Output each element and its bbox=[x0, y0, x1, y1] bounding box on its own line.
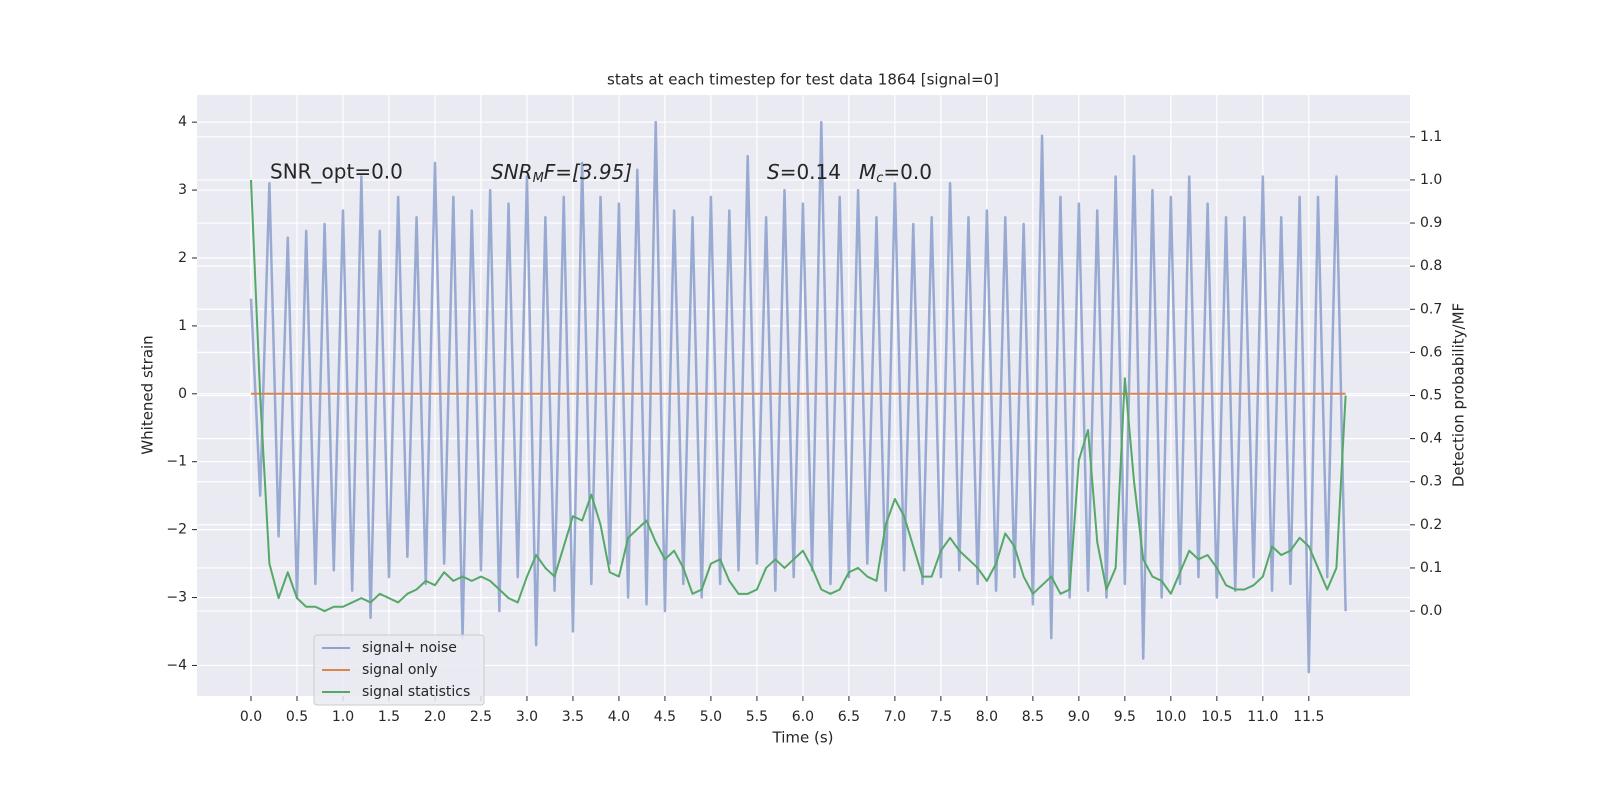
annotation: S=0.14 bbox=[767, 160, 841, 184]
y2-tick-label: 0.9 bbox=[1420, 215, 1442, 231]
x-tick-label: 7.5 bbox=[930, 709, 952, 725]
annotation: Mc=0.0 bbox=[859, 160, 932, 186]
x-tick-label: 7.0 bbox=[884, 709, 906, 725]
series-line bbox=[249, 179, 1347, 613]
legend-label: signal statistics bbox=[362, 684, 470, 700]
annotation-part: S bbox=[767, 160, 780, 184]
y-tick-label: −4 bbox=[166, 657, 187, 673]
annotation: SNR_opt=0.0 bbox=[270, 160, 403, 184]
y-tick-label: 0 bbox=[178, 386, 187, 402]
chart-title: stats at each timestep for test data 186… bbox=[607, 71, 999, 89]
legend: signal+ noise signal only signal statistic… bbox=[313, 634, 485, 706]
x-axis-label: Time (s) bbox=[772, 729, 834, 747]
x-tick-label: 3.0 bbox=[516, 709, 538, 725]
y-tick-label: 3 bbox=[178, 182, 187, 198]
marks bbox=[249, 120, 1347, 674]
x-tick-label: 11.5 bbox=[1293, 709, 1324, 725]
annotation-part: =0.0 bbox=[883, 160, 932, 184]
x-tick-label: 8.5 bbox=[1022, 709, 1044, 725]
x-tick-label: 0.5 bbox=[286, 709, 308, 725]
y2-tick-label: 1.0 bbox=[1420, 172, 1442, 188]
y-tick-label: 1 bbox=[178, 318, 187, 334]
annotation-part: SNR bbox=[491, 160, 533, 184]
x-tick-label: 1.0 bbox=[332, 709, 354, 725]
y2-tick-label: 0.4 bbox=[1420, 431, 1442, 447]
y2-tick-label: 0.7 bbox=[1420, 301, 1442, 317]
x-tick-label: 9.5 bbox=[1114, 709, 1136, 725]
y-axis-label: Whitened strain bbox=[139, 335, 157, 454]
x-tick-label: 10.0 bbox=[1155, 709, 1186, 725]
y2-tick-label: 0.5 bbox=[1420, 388, 1442, 404]
series-line bbox=[249, 120, 1347, 674]
annotation-part: M bbox=[533, 171, 544, 186]
y2-axis-label: Detection probability/MF bbox=[1450, 303, 1468, 487]
y2-tick-label: 0.1 bbox=[1420, 560, 1442, 576]
annotation-part: =0.14 bbox=[780, 160, 841, 184]
legend-label: signal+ noise bbox=[362, 640, 457, 656]
annotation-part: c bbox=[876, 171, 883, 186]
y-tick-label: 2 bbox=[178, 250, 187, 266]
legend-label: signal only bbox=[362, 662, 437, 678]
annotation-part: F=[3.95] bbox=[544, 160, 632, 184]
y-tick-label: −1 bbox=[166, 454, 187, 470]
x-tick-label: 1.5 bbox=[378, 709, 400, 725]
x-tick-label: 9.0 bbox=[1068, 709, 1090, 725]
x-tick-label: 5.0 bbox=[700, 709, 722, 725]
y2-tick-label: 0.6 bbox=[1420, 344, 1442, 360]
x-tick-label: 8.0 bbox=[976, 709, 998, 725]
x-tick-label: 2.5 bbox=[470, 709, 492, 725]
x-tick-label: 2.0 bbox=[424, 709, 446, 725]
annotation-part: M bbox=[859, 160, 876, 184]
x-tick-label: 3.5 bbox=[562, 709, 584, 725]
x-tick-label: 11.0 bbox=[1247, 709, 1278, 725]
x-tick-label: 0.0 bbox=[240, 709, 262, 725]
x-tick-label: 6.0 bbox=[792, 709, 814, 725]
y2-tick-label: 1.1 bbox=[1420, 129, 1442, 145]
x-tick-label: 4.0 bbox=[608, 709, 630, 725]
x-tick-label: 5.5 bbox=[746, 709, 768, 725]
x-tick-label: 4.5 bbox=[654, 709, 676, 725]
annotations: SNR_opt=0.0 SNRMF=[3.95] S=0.14 Mc=0.0 bbox=[270, 160, 932, 186]
y2-tick-label: 0.8 bbox=[1420, 258, 1442, 274]
y-tick-label: −3 bbox=[166, 590, 187, 606]
legend-box bbox=[313, 634, 485, 706]
y2-tick-label: 0.2 bbox=[1420, 517, 1442, 533]
y2-tick-label: 0.3 bbox=[1420, 474, 1442, 490]
x-tick-label: 10.5 bbox=[1201, 709, 1232, 725]
y2-tick-label: 0.0 bbox=[1420, 603, 1442, 619]
annotation: SNRMF=[3.95] bbox=[491, 160, 632, 186]
y-tick-label: 4 bbox=[178, 114, 187, 130]
y-tick-label: −2 bbox=[166, 522, 187, 538]
x-tick-label: 6.5 bbox=[838, 709, 860, 725]
